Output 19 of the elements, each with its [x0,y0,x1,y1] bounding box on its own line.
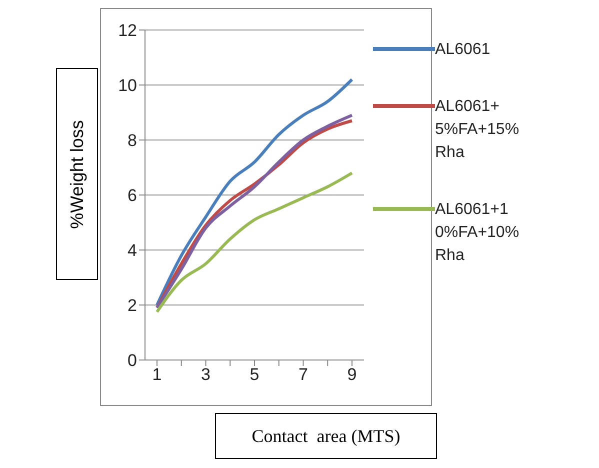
x-tick-label: 1 [152,365,162,384]
y-tick-label: 4 [128,241,137,260]
y-tick-label: 6 [128,186,137,206]
y-tick-label: 2 [128,296,137,316]
y-tick-label: 8 [128,131,137,150]
legend-label: AL6061 [435,40,492,60]
y-tick-label: 0 [128,351,137,370]
legend-label: AL6061+5%FA+15%Rha [435,97,520,163]
y-axis-title: %Weight loss [66,120,88,228]
x-tick-label: 7 [298,365,308,384]
x-axis-title: Contact area (MTS) [215,413,437,459]
x-tick-label: 3 [201,365,210,384]
y-tick-label: 12 [118,21,137,40]
line-series [156,78,354,306]
line-series [156,172,354,314]
legend-label: AL6061+10%FA+10%Rha [435,200,520,266]
y-tick-label: 10 [118,76,137,96]
x-tick-label: 5 [250,365,260,384]
x-tick-label: 9 [347,365,357,384]
